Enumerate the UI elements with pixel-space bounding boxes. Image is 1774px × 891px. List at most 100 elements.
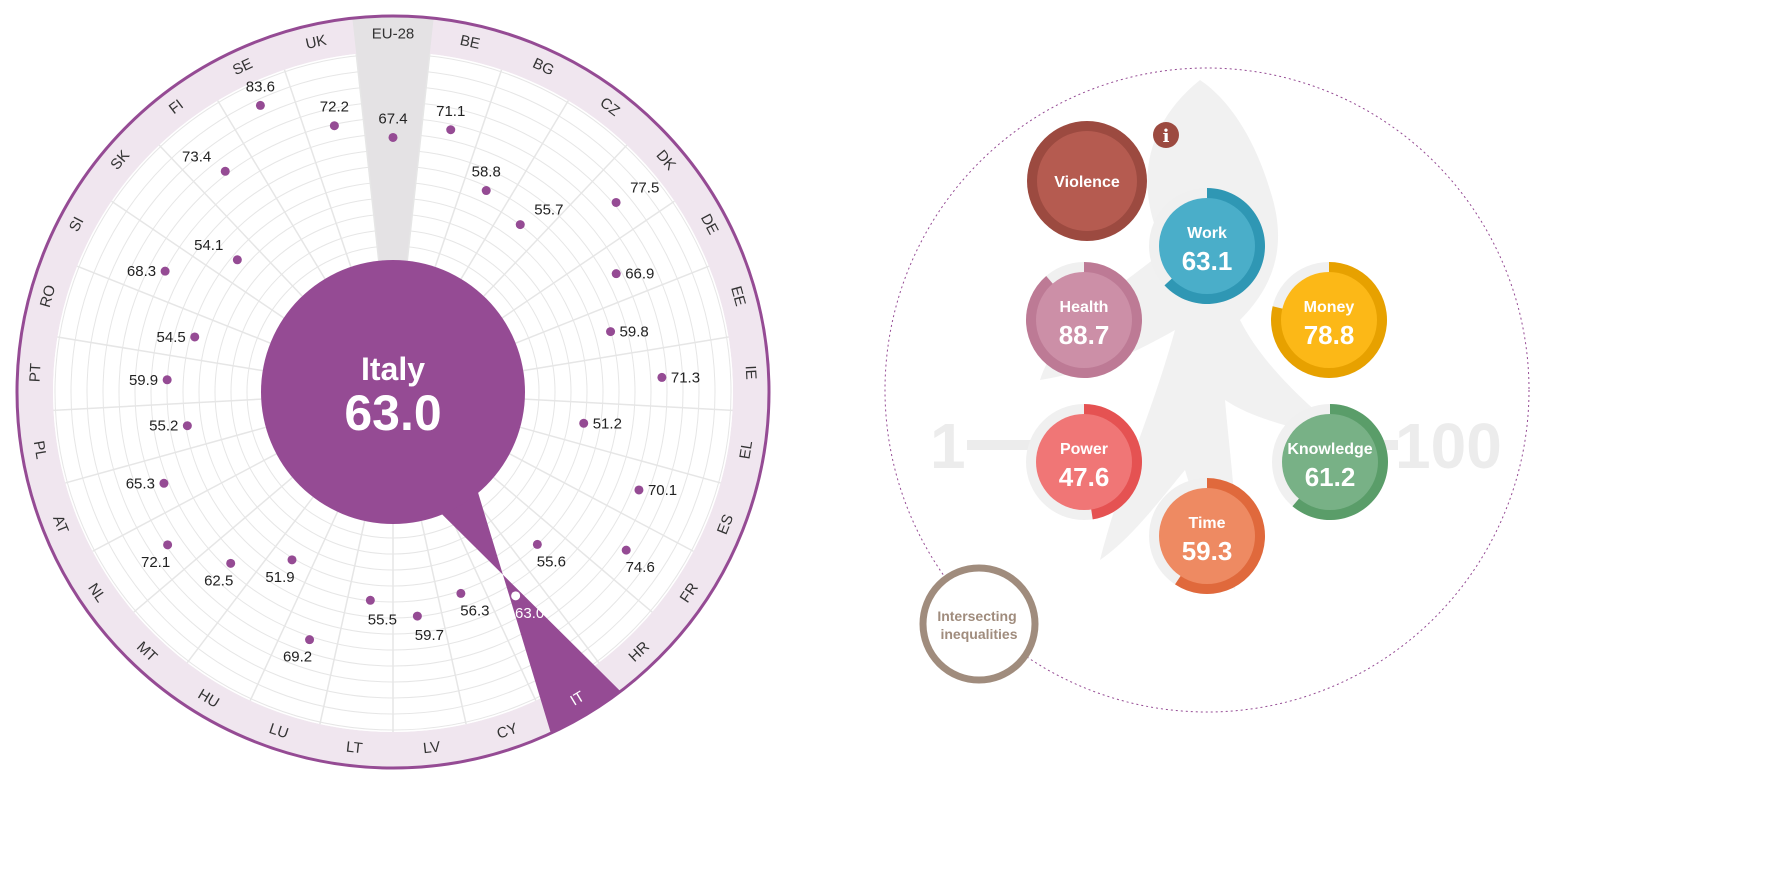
- data-point-fi[interactable]: [220, 166, 230, 176]
- value-label-es: 70.1: [648, 482, 677, 499]
- info-icon[interactable]: [1153, 122, 1179, 148]
- sector-divider: [65, 426, 267, 484]
- country-label-ee[interactable]: EE: [727, 284, 749, 308]
- data-point-si[interactable]: [160, 266, 170, 276]
- data-point-lu[interactable]: [305, 635, 315, 645]
- data-point-ie[interactable]: [657, 372, 667, 382]
- country-label-ie[interactable]: IE: [742, 365, 760, 380]
- domain-bubble-health[interactable]: Health 88.7: [1026, 262, 1142, 378]
- data-point-se[interactable]: [255, 100, 265, 110]
- domain-bubble-violence[interactable]: Violence: [1027, 121, 1147, 241]
- value-label-lu: 69.2: [283, 649, 312, 666]
- data-point-cz[interactable]: [515, 220, 525, 230]
- value-label-hr: 55.6: [537, 553, 566, 570]
- money-label: Money: [1304, 299, 1355, 316]
- value-label-it: 63.0: [515, 605, 544, 622]
- country-label-ro[interactable]: RO: [37, 283, 59, 309]
- value-label-el: 51.2: [593, 415, 622, 432]
- data-point-hr[interactable]: [532, 539, 542, 549]
- data-point-sk[interactable]: [232, 255, 242, 265]
- data-point-bg[interactable]: [481, 186, 491, 196]
- radial-country-chart: Italy63.0EU-2867.4BE71.1BG58.8CZ55.7DK77…: [15, 14, 771, 770]
- country-label-lu[interactable]: LU: [267, 720, 291, 742]
- country-label-si[interactable]: SI: [66, 214, 88, 234]
- data-point-fr[interactable]: [621, 545, 631, 555]
- country-label-pt[interactable]: PT: [27, 363, 45, 383]
- domain-bubble-power[interactable]: Power 47.6: [1026, 404, 1143, 520]
- data-point-ee[interactable]: [606, 327, 616, 337]
- outer-dashed-circle: [884, 67, 1530, 713]
- sector-divider: [501, 200, 675, 319]
- country-label-lv[interactable]: LV: [422, 739, 441, 758]
- country-label-at[interactable]: AT: [49, 513, 71, 536]
- data-point-cy[interactable]: [456, 588, 466, 598]
- figure-shape: [1040, 80, 1350, 590]
- sector-divider: [493, 476, 653, 613]
- power-value: 47.6: [1059, 462, 1110, 492]
- time-value: 59.3: [1182, 536, 1233, 566]
- data-point-ro[interactable]: [190, 332, 200, 342]
- sector-divider: [76, 265, 271, 344]
- country-label-es[interactable]: ES: [714, 512, 737, 537]
- data-point-pt[interactable]: [162, 375, 172, 385]
- data-point-pl[interactable]: [182, 421, 192, 431]
- center-country-value: 63.0: [344, 385, 441, 441]
- country-label-lt[interactable]: LT: [345, 739, 363, 758]
- country-label-se[interactable]: SE: [230, 55, 255, 79]
- data-point-mt[interactable]: [226, 558, 236, 568]
- data-point-uk[interactable]: [329, 121, 339, 131]
- background-figure: [1040, 80, 1350, 590]
- value-label-si: 68.3: [127, 263, 156, 280]
- value-label-be: 71.1: [436, 103, 465, 120]
- sector-divider: [447, 511, 537, 701]
- domain-bubble-knowledge[interactable]: Knowledge 61.2: [1272, 403, 1389, 520]
- value-label-pt: 59.9: [129, 372, 158, 389]
- sector-divider: [319, 520, 366, 725]
- country-label-el[interactable]: EL: [736, 439, 756, 460]
- sector-divider: [434, 69, 503, 268]
- knowledge-value: 61.2: [1305, 462, 1356, 492]
- value-label-cy: 56.3: [460, 602, 489, 619]
- data-point-it[interactable]: [511, 591, 521, 601]
- domain-bubble-time[interactable]: Time 59.3: [1149, 478, 1266, 594]
- sector-divider: [472, 496, 600, 664]
- value-label-nl: 72.1: [141, 554, 170, 571]
- country-label-eu-28[interactable]: EU-28: [372, 26, 415, 43]
- intersecting-label-line2: inequalities: [940, 626, 1017, 642]
- data-point-at[interactable]: [159, 478, 169, 488]
- data-point-es[interactable]: [634, 485, 644, 495]
- data-point-de[interactable]: [611, 269, 621, 279]
- data-point-lt[interactable]: [365, 595, 375, 605]
- data-point-lv[interactable]: [412, 611, 422, 621]
- value-label-mt: 62.5: [204, 572, 233, 589]
- knowledge-label: Knowledge: [1287, 441, 1372, 458]
- country-label-pl[interactable]: PL: [30, 439, 50, 460]
- data-point-dk[interactable]: [611, 197, 621, 207]
- health-inner-circle: [1036, 272, 1132, 368]
- country-label-be[interactable]: BE: [458, 32, 481, 53]
- outer-border: [15, 14, 771, 770]
- intersecting-label-line1: Intersecting: [937, 608, 1016, 624]
- data-point-be[interactable]: [446, 125, 456, 135]
- domain-bubble-work[interactable]: Work 63.1: [1149, 188, 1266, 305]
- violence-label: Violence: [1054, 174, 1120, 191]
- data-point-hu[interactable]: [287, 555, 297, 565]
- value-label-eu-28: 67.4: [378, 110, 407, 127]
- value-label-hu: 51.9: [265, 569, 294, 586]
- value-label-se: 83.6: [246, 78, 275, 95]
- domain-bubble-money[interactable]: Money 78.8: [1271, 262, 1387, 378]
- country-label-cy[interactable]: CY: [495, 720, 520, 743]
- value-label-de: 66.9: [625, 266, 654, 283]
- data-point-eu-28[interactable]: [388, 132, 398, 142]
- intersecting-inequalities-button[interactable]: [919, 564, 1039, 684]
- center-circle: [261, 260, 525, 524]
- data-point-el[interactable]: [579, 418, 589, 428]
- value-label-ie: 71.3: [671, 369, 700, 386]
- data-point-nl[interactable]: [163, 540, 173, 550]
- knowledge-inner-circle: [1282, 414, 1378, 510]
- sector-divider: [283, 69, 352, 268]
- sector-divider: [523, 336, 729, 372]
- value-label-at: 65.3: [126, 475, 155, 492]
- domain-bubbles-chart: 1 100 Violence i Work 63.1 Money 78.8 Health 88.7…: [884, 67, 1530, 713]
- country-label-uk[interactable]: UK: [304, 32, 328, 53]
